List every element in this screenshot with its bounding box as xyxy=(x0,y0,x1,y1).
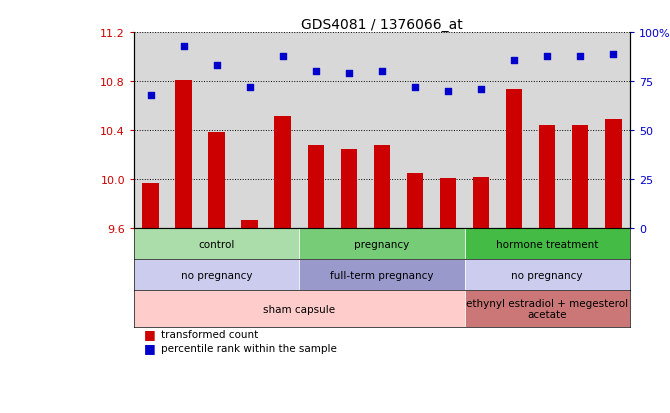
Point xyxy=(443,88,454,95)
Bar xyxy=(299,260,464,291)
Bar xyxy=(440,179,456,229)
Text: full-term pregnancy: full-term pregnancy xyxy=(330,270,433,280)
Text: ethynyl estradiol + megesterol
acetate: ethynyl estradiol + megesterol acetate xyxy=(466,298,628,320)
Point xyxy=(310,69,321,76)
Point xyxy=(409,85,420,91)
Text: hormone treatment: hormone treatment xyxy=(496,240,598,249)
Text: transformed count: transformed count xyxy=(161,329,259,339)
Point xyxy=(344,71,354,78)
Bar xyxy=(506,89,523,229)
Point xyxy=(509,57,519,64)
Point xyxy=(245,85,255,91)
Bar xyxy=(464,260,630,291)
Text: sham capsule: sham capsule xyxy=(263,304,335,314)
Title: GDS4081 / 1376066_at: GDS4081 / 1376066_at xyxy=(301,18,463,32)
Point xyxy=(608,51,618,58)
Bar xyxy=(572,126,588,229)
Bar xyxy=(605,120,622,229)
Point xyxy=(211,63,222,70)
Bar xyxy=(142,184,159,229)
Bar xyxy=(308,146,324,229)
Bar xyxy=(241,220,258,229)
Text: ■: ■ xyxy=(144,342,155,355)
Bar xyxy=(464,229,630,260)
Bar xyxy=(464,291,630,327)
Bar xyxy=(407,174,423,229)
Point xyxy=(377,69,387,76)
Text: no pregnancy: no pregnancy xyxy=(511,270,583,280)
Bar xyxy=(275,116,291,229)
Text: pregnancy: pregnancy xyxy=(354,240,409,249)
Text: percentile rank within the sample: percentile rank within the sample xyxy=(161,343,337,353)
Bar xyxy=(134,229,299,260)
Point xyxy=(476,87,486,93)
Bar xyxy=(299,229,464,260)
Bar xyxy=(208,132,225,229)
Text: no pregnancy: no pregnancy xyxy=(181,270,253,280)
Bar xyxy=(374,146,390,229)
Text: control: control xyxy=(198,240,234,249)
Bar xyxy=(340,150,357,229)
Bar xyxy=(134,260,299,291)
Bar xyxy=(134,291,464,327)
Bar xyxy=(176,81,192,229)
Point xyxy=(145,93,156,99)
Bar xyxy=(539,126,555,229)
Bar xyxy=(473,178,489,229)
Point xyxy=(178,43,189,50)
Point xyxy=(277,53,288,60)
Point xyxy=(542,53,553,60)
Text: ■: ■ xyxy=(144,328,155,340)
Point xyxy=(575,53,586,60)
